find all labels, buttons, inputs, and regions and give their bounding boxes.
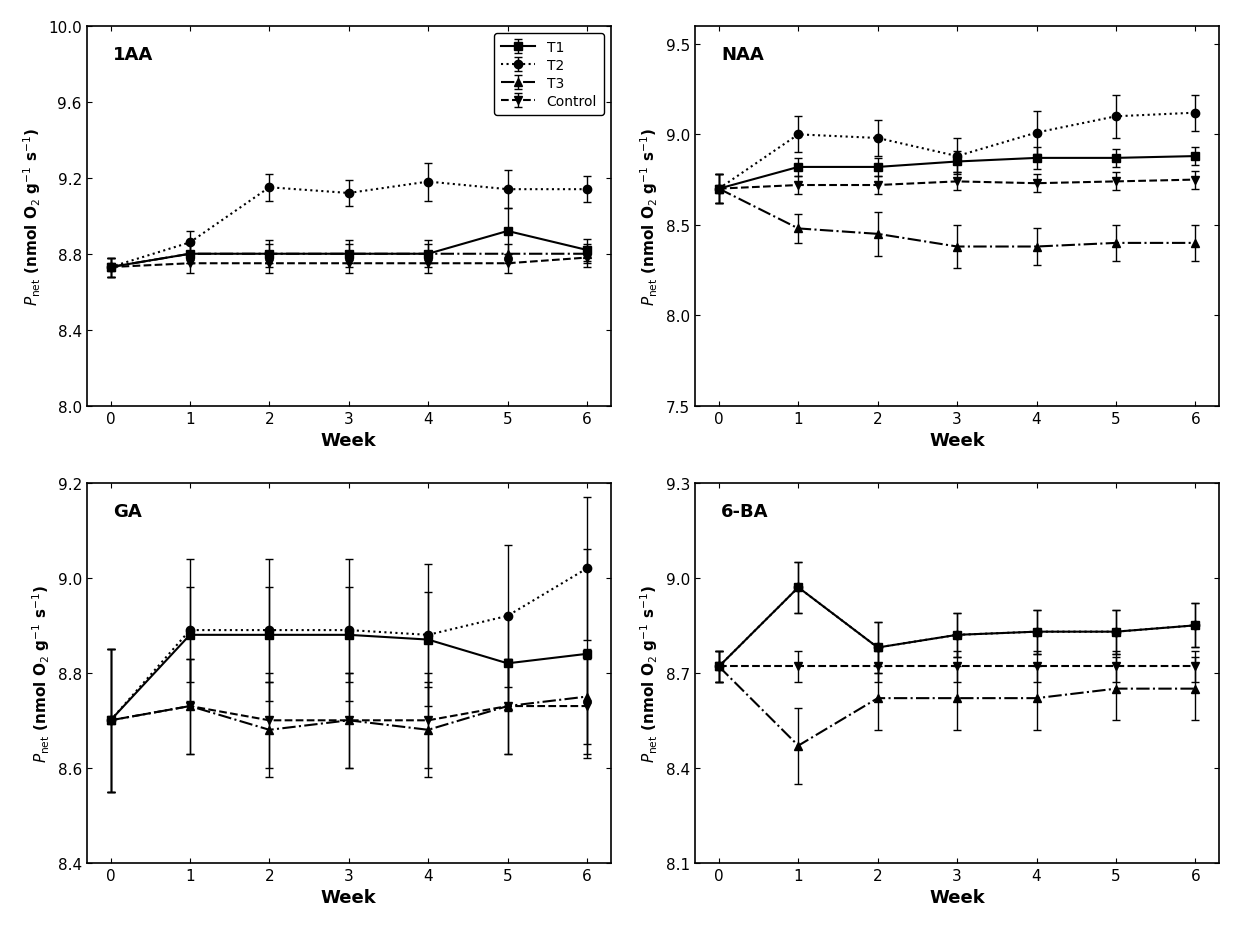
Y-axis label: $P_{\mathrm{net}}$ (nmol O$_2$ g$^{-1}$ s$^{-1}$): $P_{\mathrm{net}}$ (nmol O$_2$ g$^{-1}$ …: [639, 584, 660, 762]
Legend: T1, T2, T3, Control: T1, T2, T3, Control: [494, 33, 604, 116]
Text: 1AA: 1AA: [113, 45, 154, 64]
X-axis label: Week: Week: [929, 432, 985, 450]
Y-axis label: $P_{\mathrm{net}}$ (nmol O$_2$ g$^{-1}$ s$^{-1}$): $P_{\mathrm{net}}$ (nmol O$_2$ g$^{-1}$ …: [21, 127, 42, 306]
Text: NAA: NAA: [722, 45, 764, 64]
Text: 6-BA: 6-BA: [722, 502, 769, 520]
Y-axis label: $P_{\mathrm{net}}$ (nmol O$_2$ g$^{-1}$ s$^{-1}$): $P_{\mathrm{net}}$ (nmol O$_2$ g$^{-1}$ …: [639, 127, 661, 306]
X-axis label: Week: Week: [321, 432, 377, 450]
Text: GA: GA: [113, 502, 141, 520]
Y-axis label: $P_{\mathrm{net}}$ (nmol O$_2$ g$^{-1}$ s$^{-1}$): $P_{\mathrm{net}}$ (nmol O$_2$ g$^{-1}$ …: [30, 584, 52, 762]
X-axis label: Week: Week: [321, 888, 377, 907]
X-axis label: Week: Week: [929, 888, 985, 907]
